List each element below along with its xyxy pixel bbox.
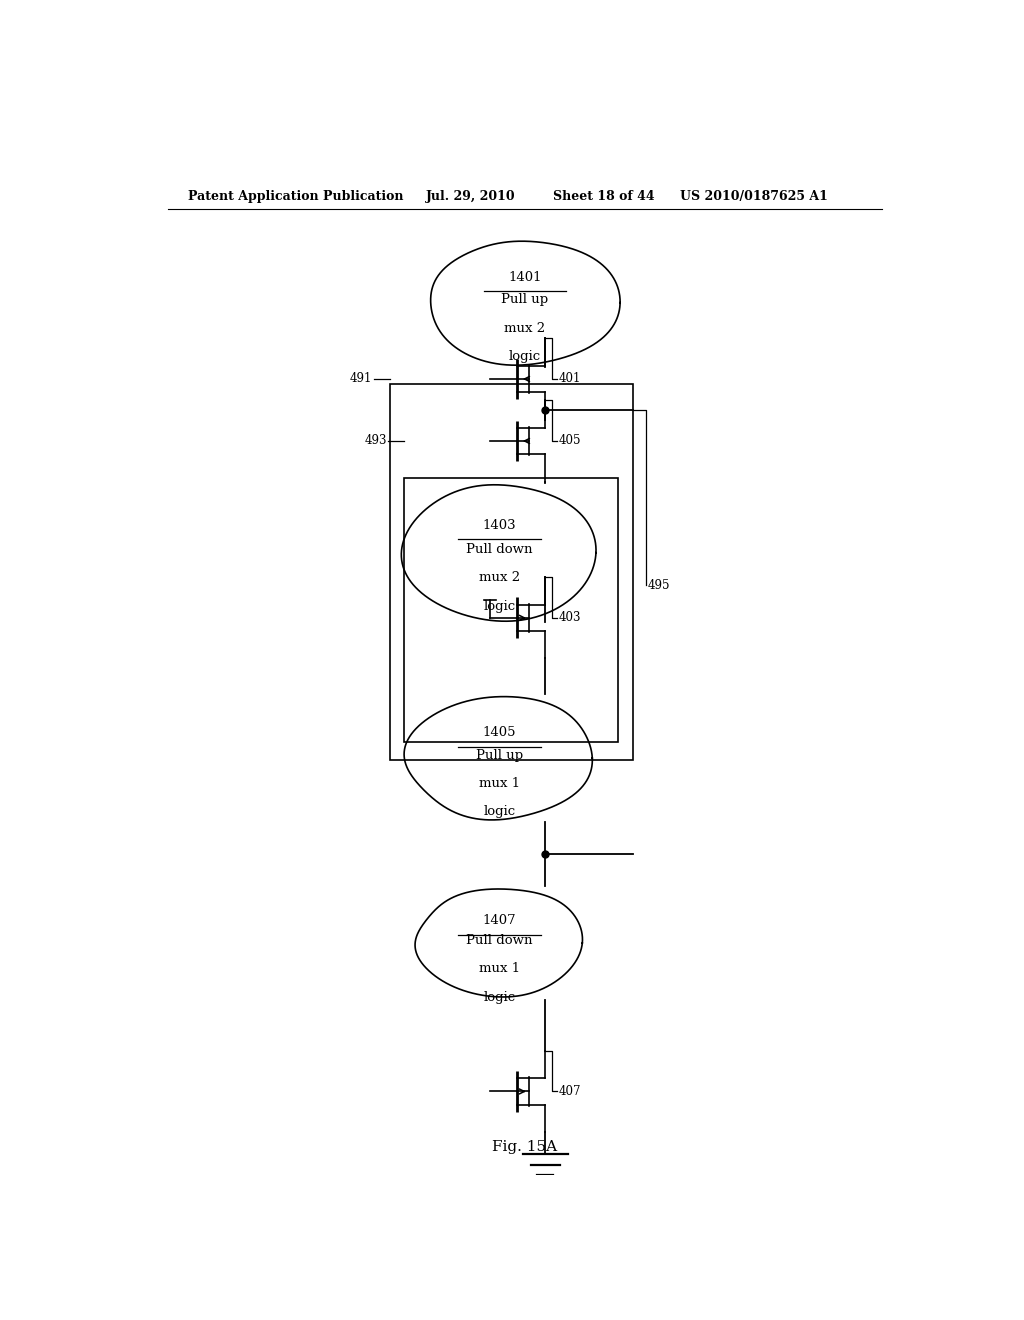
Text: Jul. 29, 2010: Jul. 29, 2010	[426, 190, 515, 202]
Text: Pull up: Pull up	[476, 748, 523, 762]
Text: 493: 493	[365, 434, 387, 447]
Text: 1405: 1405	[482, 726, 516, 739]
Text: 403: 403	[559, 611, 582, 624]
Text: 1403: 1403	[482, 519, 516, 532]
Bar	[404, 478, 618, 742]
Text: Patent Application Publication: Patent Application Publication	[187, 190, 403, 202]
Text: 407: 407	[559, 1085, 582, 1098]
Text: 1401: 1401	[508, 271, 542, 284]
Text: 405: 405	[559, 434, 582, 447]
Text: Pull down: Pull down	[466, 933, 532, 946]
Text: mux 1: mux 1	[479, 777, 520, 789]
Text: mux 2: mux 2	[479, 572, 520, 585]
Text: mux 2: mux 2	[504, 322, 546, 335]
Text: Sheet 18 of 44: Sheet 18 of 44	[553, 190, 654, 202]
Text: Fig. 15A: Fig. 15A	[493, 1140, 557, 1155]
Text: logic: logic	[483, 991, 515, 1003]
Text: Pull up: Pull up	[501, 293, 549, 306]
Text: logic: logic	[483, 805, 515, 818]
Text: mux 1: mux 1	[479, 962, 520, 975]
Text: 495: 495	[648, 578, 671, 591]
Text: Pull down: Pull down	[466, 543, 532, 556]
Text: 401: 401	[559, 372, 582, 385]
Bar	[390, 384, 633, 760]
Text: 491: 491	[350, 372, 373, 385]
Text: US 2010/0187625 A1: US 2010/0187625 A1	[680, 190, 827, 202]
Text: logic: logic	[509, 350, 541, 363]
Text: logic: logic	[483, 599, 515, 612]
Text: 1407: 1407	[482, 913, 516, 927]
